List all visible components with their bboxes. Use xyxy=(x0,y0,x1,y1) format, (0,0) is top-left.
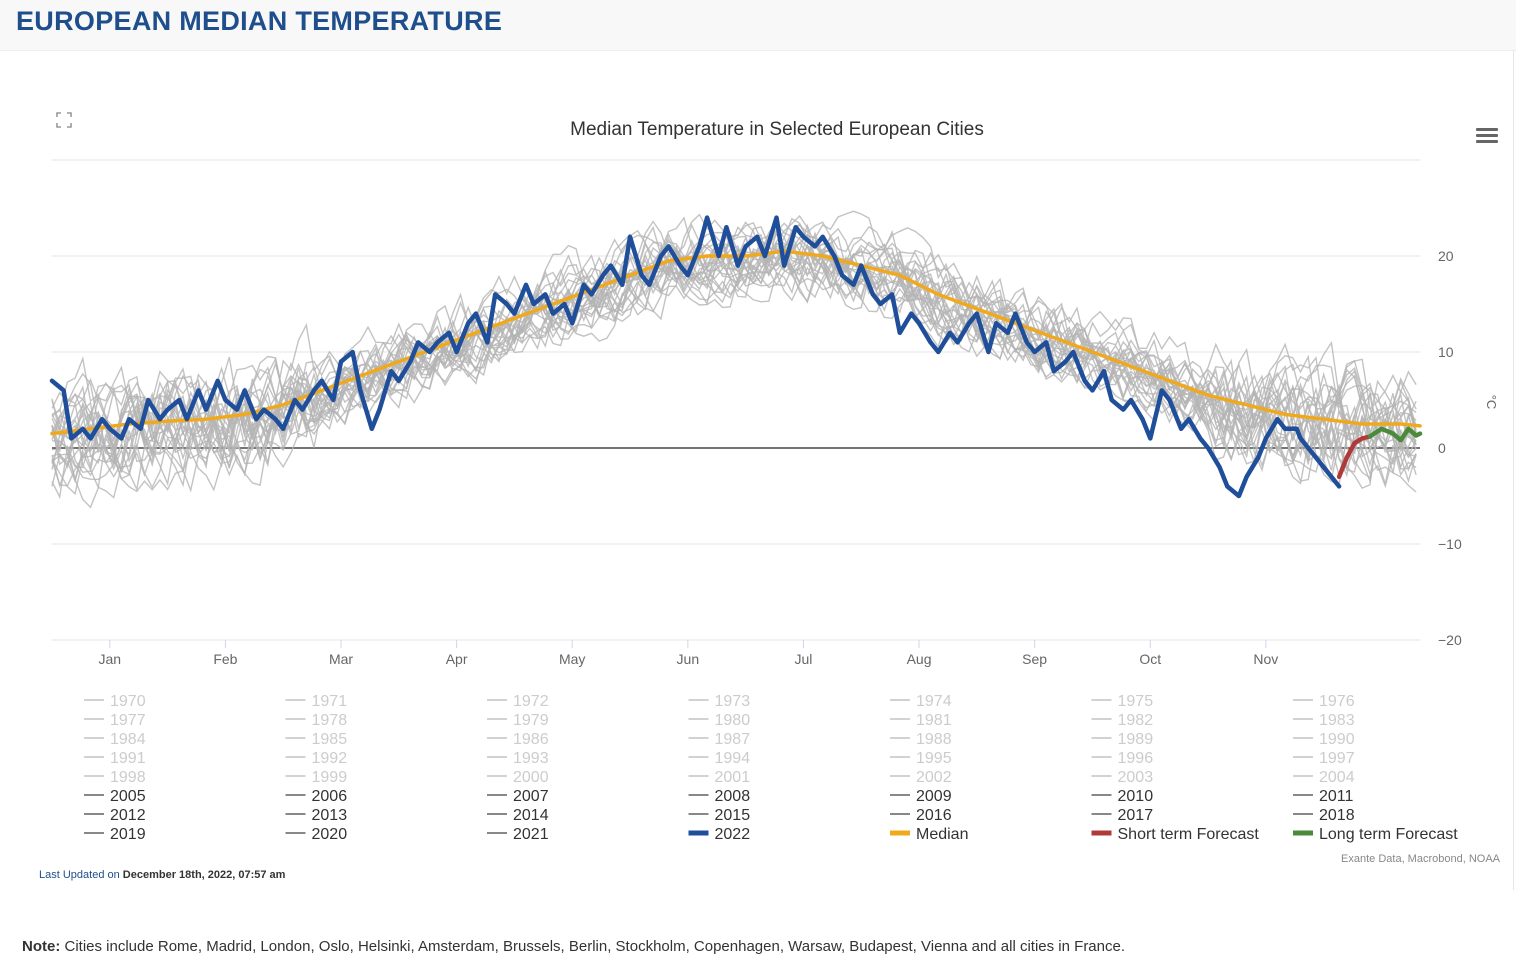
panel-border xyxy=(1513,50,1514,890)
legend-item: 1971 xyxy=(312,693,348,710)
legend-item: 1991 xyxy=(110,750,146,767)
series-line-long-term-forecast xyxy=(1367,426,1423,443)
legend-item: 1976 xyxy=(1319,693,1355,710)
legend-item: 2017 xyxy=(1118,807,1154,824)
legend-item: 1992 xyxy=(312,750,348,767)
legend-item: 1981 xyxy=(916,712,952,729)
legend-item: 1990 xyxy=(1319,731,1355,748)
temperature-chart: Median Temperature in Selected European … xyxy=(49,119,1501,865)
legend-item: Long term Forecast xyxy=(1319,826,1458,843)
x-tick-label: Jun xyxy=(677,651,700,667)
series-line-2020 xyxy=(51,233,1417,482)
legend-item: 1996 xyxy=(1118,750,1154,767)
series-line-short-term-forecast xyxy=(1336,434,1373,480)
legend-item: 1985 xyxy=(312,731,348,748)
chart-title: Median Temperature in Selected European … xyxy=(570,119,984,140)
legend-item: 2010 xyxy=(1118,788,1154,805)
historical-series xyxy=(51,210,1417,509)
legend-item: 1989 xyxy=(1118,731,1154,748)
legend-item: 1994 xyxy=(715,750,751,767)
legend-item: 2020 xyxy=(312,826,348,843)
x-tick-label: Mar xyxy=(329,651,353,667)
legend-item: 1998 xyxy=(110,769,146,786)
legend-item: 2015 xyxy=(715,807,751,824)
series-line-2016 xyxy=(51,251,1417,477)
legend-item: 2001 xyxy=(715,769,751,786)
legend-item: 1986 xyxy=(513,731,549,748)
series-line-2022 xyxy=(49,215,1342,499)
y-tick-label: −20 xyxy=(1438,632,1462,648)
last-updated-label: Last Updated on xyxy=(39,869,123,881)
last-updated: Last Updated on December 18th, 2022, 07:… xyxy=(39,869,285,881)
legend-item: 1979 xyxy=(513,712,549,729)
last-updated-value: December 18th, 2022, 07:57 am xyxy=(122,869,286,881)
series-line-2018 xyxy=(51,216,1417,459)
legend-item: 2016 xyxy=(916,807,952,824)
legend-item: 2003 xyxy=(1118,769,1154,786)
legend-item: 2022 xyxy=(715,826,751,843)
legend-item: 2011 xyxy=(1319,788,1354,805)
chart-source: Exante Data, Macrobond, NOAA xyxy=(1341,853,1501,865)
legend-item: 1995 xyxy=(916,750,952,767)
x-tick-label: Apr xyxy=(446,651,468,667)
legend-item: 2019 xyxy=(110,826,146,843)
fullscreen-icon[interactable] xyxy=(56,112,72,128)
legend-item: 1980 xyxy=(715,712,751,729)
y-tick-label: 20 xyxy=(1438,248,1454,264)
y-tick-label: 0 xyxy=(1438,440,1446,456)
legend-item: 2008 xyxy=(715,788,751,805)
legend-item: 1978 xyxy=(312,712,348,729)
legend-item: 2013 xyxy=(312,807,348,824)
legend-item: 1993 xyxy=(513,750,549,767)
y-tick-label: −10 xyxy=(1438,536,1462,552)
y-tick-label: 10 xyxy=(1438,344,1454,360)
legend-item: 2007 xyxy=(513,788,549,805)
legend-item: 2004 xyxy=(1319,769,1355,786)
legend-item: 2021 xyxy=(513,826,549,843)
legend-item: 1997 xyxy=(1319,750,1355,767)
legend-item: 2005 xyxy=(110,788,146,805)
note: Note: Cities include Rome, Madrid, Londo… xyxy=(22,938,1125,955)
legend-item: 1987 xyxy=(715,731,751,748)
legend-item: Median xyxy=(916,826,968,843)
x-tick-label: Aug xyxy=(907,651,932,667)
note-text: Cities include Rome, Madrid, London, Osl… xyxy=(60,938,1126,955)
legend-item: 2014 xyxy=(513,807,549,824)
legend-item: 1977 xyxy=(110,712,146,729)
x-tick-label: Nov xyxy=(1253,651,1278,667)
legend-item: 1983 xyxy=(1319,712,1355,729)
main-series xyxy=(49,215,1423,499)
legend-item: 2009 xyxy=(916,788,952,805)
legend-item: 1973 xyxy=(715,693,751,710)
legend-item: 1988 xyxy=(916,731,952,748)
x-tick-label: Jul xyxy=(794,651,812,667)
x-tick-label: Oct xyxy=(1139,651,1161,667)
page-title: EUROPEAN MEDIAN TEMPERATURE xyxy=(16,6,503,36)
legend-item: Short term Forecast xyxy=(1118,826,1260,843)
page-header: EUROPEAN MEDIAN TEMPERATURE xyxy=(0,0,1516,51)
legend-item: 1975 xyxy=(1118,693,1154,710)
axes: 20 10 0 −10 −20 Jan Feb Mar Apr May Jun Jul Aug Sep Oc… xyxy=(99,248,1462,667)
legend-item: 1982 xyxy=(1118,712,1154,729)
x-tick-label: Jan xyxy=(99,651,122,667)
legend-item: 2006 xyxy=(312,788,348,805)
series-line-median xyxy=(50,249,1422,436)
legend-item: 1970 xyxy=(110,693,146,710)
series-line-2012 xyxy=(51,235,1417,489)
legend-item: 2000 xyxy=(513,769,549,786)
x-tick-label: Feb xyxy=(213,651,237,667)
legend-item: 1972 xyxy=(513,693,549,710)
legend-item: 1984 xyxy=(110,731,146,748)
legend-item: 2012 xyxy=(110,807,146,824)
legend-item: 1999 xyxy=(312,769,348,786)
chart-legend: 1970 1971 1972 1973 1974 1975 1976 1977 1978 1979… xyxy=(84,693,1458,843)
x-tick-label: Sep xyxy=(1022,651,1047,667)
legend-item: 1974 xyxy=(916,693,952,710)
x-tick-label: May xyxy=(559,651,585,667)
legend-item: 2002 xyxy=(916,769,952,786)
hamburger-menu-icon[interactable] xyxy=(1476,126,1498,144)
legend-item: 2018 xyxy=(1319,807,1355,824)
note-label: Note: xyxy=(22,938,61,955)
y-axis-unit-label: °C xyxy=(1484,395,1499,410)
